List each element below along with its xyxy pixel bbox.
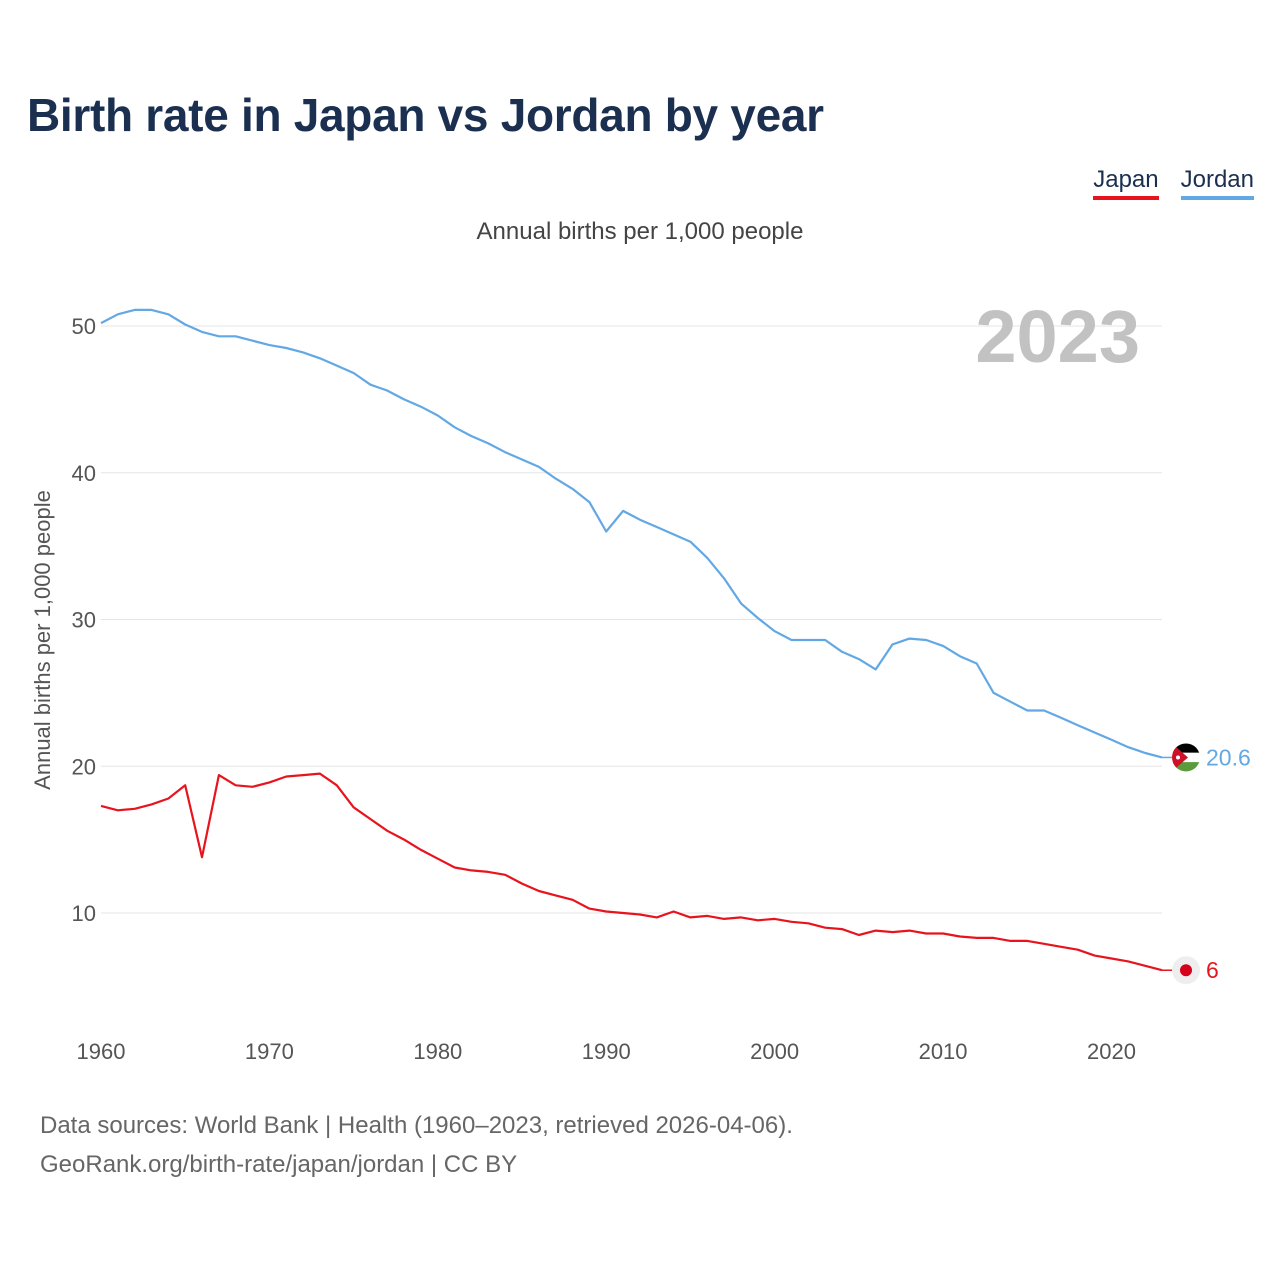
chart-title: Birth rate in Japan vs Jordan by year [27, 89, 824, 141]
line-chart: 2023 10 20 30 40 50 1960 1970 1980 1990 2000 2010… [30, 295, 1251, 1064]
grid-lines [101, 325, 1162, 914]
legend-item-japan[interactable]: Japan [1093, 166, 1159, 200]
x-axis-ticks: 1960 1970 1980 1990 2000 2010 2020 [77, 1039, 1136, 1064]
legend: Japan Jordan [1093, 166, 1254, 200]
x-tick-label: 2020 [1087, 1039, 1136, 1064]
y-tick-label: 10 [72, 901, 96, 926]
x-tick-label: 2010 [919, 1039, 968, 1064]
x-tick-label: 2000 [750, 1039, 799, 1064]
source-line-1: Data sources: World Bank | Health (1960–… [40, 1112, 793, 1139]
flag-stripe-green [1172, 762, 1200, 772]
x-tick-label: 1960 [77, 1039, 126, 1064]
flag-body [1172, 743, 1200, 772]
source-note: Data sources: World Bank | Health (1960–… [40, 1106, 793, 1184]
chart-subtitle: Annual births per 1,000 people [476, 218, 804, 245]
x-tick-label: 1980 [413, 1039, 462, 1064]
y-axis-ticks: 10 20 30 40 50 [72, 314, 96, 926]
end-value-label-japan: 6 [1206, 957, 1219, 983]
year-watermark: 2023 [975, 295, 1140, 378]
y-tick-label: 20 [72, 754, 96, 779]
flag-jordan-icon [1172, 743, 1200, 772]
flag-stripe-black [1172, 743, 1200, 753]
series-line-jordan [100, 308, 1163, 759]
x-tick-label: 1970 [245, 1039, 294, 1064]
legend-item-jordan[interactable]: Jordan [1180, 166, 1254, 200]
y-tick-label: 30 [72, 608, 96, 633]
y-axis-label: Annual births per 1,000 people [30, 490, 55, 790]
series-line-japan [100, 772, 1163, 972]
x-tick-label: 1990 [582, 1039, 631, 1064]
flag-star [1176, 755, 1180, 760]
y-tick-label: 40 [72, 461, 96, 486]
end-markers: 620.6 [1162, 743, 1251, 985]
end-value-label-jordan: 20.6 [1206, 744, 1251, 770]
y-tick-label: 50 [72, 314, 96, 339]
series-lines [100, 308, 1163, 972]
flag-japan-icon [1172, 956, 1200, 985]
flag-sun [1180, 964, 1192, 977]
source-line-2[interactable]: GeoRank.org/birth-rate/japan/jordan | CC… [40, 1151, 518, 1178]
